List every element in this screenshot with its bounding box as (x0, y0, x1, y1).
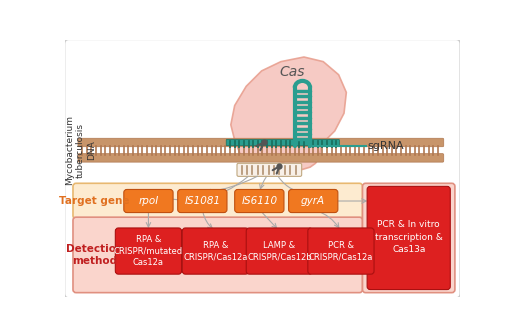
FancyBboxPatch shape (73, 183, 362, 219)
Polygon shape (231, 57, 346, 169)
Text: LAMP &
CRISPR/Cas12b: LAMP & CRISPR/Cas12b (247, 241, 312, 261)
FancyBboxPatch shape (234, 189, 284, 212)
FancyBboxPatch shape (178, 189, 227, 212)
Text: RPA &
CRISPR/Cas12a: RPA & CRISPR/Cas12a (183, 241, 248, 261)
Text: Detection
method: Detection method (66, 244, 123, 266)
Text: Target gene: Target gene (59, 196, 130, 206)
FancyBboxPatch shape (115, 228, 182, 274)
FancyBboxPatch shape (182, 228, 248, 274)
FancyBboxPatch shape (367, 186, 450, 290)
Text: PCR & In vitro
transcription &
Cas13a: PCR & In vitro transcription & Cas13a (375, 220, 443, 254)
Text: IS1081: IS1081 (184, 196, 220, 206)
FancyBboxPatch shape (362, 183, 455, 293)
Text: sgRNA: sgRNA (368, 141, 404, 151)
Text: RPA &
CRISPR/mutated
Cas12a: RPA & CRISPR/mutated Cas12a (114, 235, 183, 267)
Text: Mycobacterium
tuberculosis
DNA: Mycobacterium tuberculosis DNA (65, 115, 96, 185)
FancyBboxPatch shape (246, 228, 312, 274)
FancyBboxPatch shape (78, 154, 444, 162)
Text: Cas: Cas (280, 65, 305, 79)
FancyBboxPatch shape (65, 39, 460, 298)
Text: PCR &
CRISPR/Cas12a: PCR & CRISPR/Cas12a (309, 241, 373, 261)
Text: IS6110: IS6110 (241, 196, 278, 206)
FancyBboxPatch shape (308, 228, 374, 274)
Text: rpoI: rpoI (138, 196, 159, 206)
FancyBboxPatch shape (124, 189, 173, 212)
Text: gyrA: gyrA (301, 196, 325, 206)
FancyBboxPatch shape (226, 139, 339, 146)
FancyBboxPatch shape (289, 189, 338, 212)
FancyBboxPatch shape (237, 163, 302, 176)
FancyBboxPatch shape (73, 217, 362, 293)
FancyBboxPatch shape (78, 138, 444, 147)
